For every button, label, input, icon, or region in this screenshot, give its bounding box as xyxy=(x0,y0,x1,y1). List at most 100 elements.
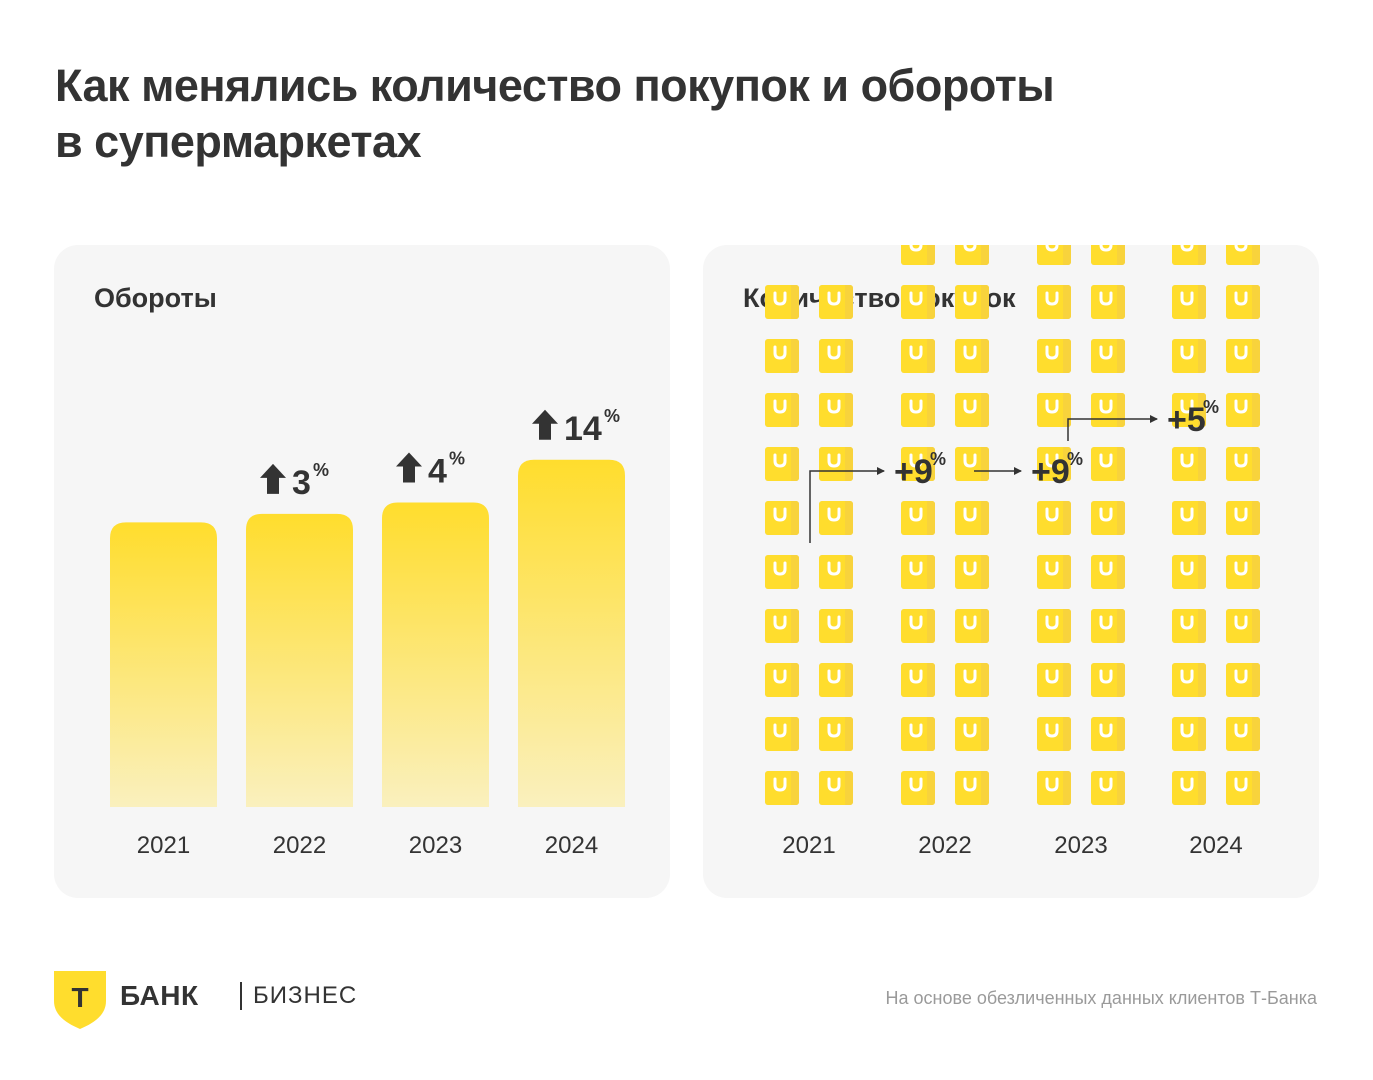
shopping-bag-icon xyxy=(1037,555,1071,589)
turnover-year-label-2024: 2024 xyxy=(545,832,598,859)
shopping-bag-icon xyxy=(901,393,935,427)
shopping-bag-icon xyxy=(1226,393,1260,427)
purchases-growth-label-1: +9% xyxy=(894,449,946,491)
turnover-year-label-2022: 2022 xyxy=(273,832,326,859)
shopping-bag-icon xyxy=(901,245,935,265)
shopping-bag-icon xyxy=(955,245,989,265)
shopping-bag-icon xyxy=(1226,339,1260,373)
turnover-growth-arrow-2023 xyxy=(396,452,422,483)
shopping-bag-icon xyxy=(955,555,989,589)
shopping-bag-icon xyxy=(765,771,799,805)
purchases-chart: 2021 2022 2023 2024+9% +9%+5% xyxy=(765,245,1260,859)
shopping-bag-icon xyxy=(1172,447,1206,481)
shopping-bag-icon xyxy=(819,663,853,697)
shopping-bag-icon xyxy=(1037,245,1071,265)
turnover-growth-arrow-2024 xyxy=(532,409,558,440)
shopping-bag-icon xyxy=(819,717,853,751)
purchases-growth-percent: % xyxy=(1203,397,1219,417)
shopping-bag-icon xyxy=(955,771,989,805)
growth-connector-arrow-icon xyxy=(809,467,885,543)
shopping-bag-icon xyxy=(901,609,935,643)
shopping-bag-icon xyxy=(1037,771,1071,805)
shopping-bag-icon xyxy=(955,609,989,643)
shopping-bag-icon xyxy=(1037,339,1071,373)
shopping-bag-icon xyxy=(1172,717,1206,751)
brand-separator xyxy=(240,982,242,1010)
turnover-bar-group-2021: 2021 xyxy=(110,522,217,859)
purchases-growth-label-2: +9% xyxy=(1031,449,1083,491)
turnover-growth-arrow-2022 xyxy=(260,463,286,494)
purchases-year-label-2022: 2022 xyxy=(918,832,971,859)
turnover-bar-2021 xyxy=(110,522,217,807)
turnover-growth-value-2024: 14 xyxy=(564,410,602,448)
shopping-bag-icon xyxy=(1037,663,1071,697)
shopping-bag-icon xyxy=(819,609,853,643)
shopping-bag-icon xyxy=(1091,339,1125,373)
purchases-growth-value: +9 xyxy=(894,453,933,491)
shopping-bag-icon xyxy=(955,285,989,319)
purchases-chart-card: Количество покупок 2021 2022 2023 2024 +9% +9… xyxy=(703,245,1319,898)
shopping-bag-icon xyxy=(955,501,989,535)
turnover-bar-2024 xyxy=(518,459,625,807)
shopping-bag-icon xyxy=(955,339,989,373)
shopping-bag-icon xyxy=(765,555,799,589)
shopping-bag-icon xyxy=(1172,501,1206,535)
purchases-growth-label-3: +5% xyxy=(1167,397,1219,439)
shopping-bag-icon xyxy=(819,393,853,427)
shopping-bag-icon xyxy=(1172,555,1206,589)
shopping-bag-icon xyxy=(1172,663,1206,697)
turnover-growth-percent-2023: % xyxy=(449,448,465,468)
shopping-bag-icon xyxy=(1226,663,1260,697)
purchases-year-label-2024: 2024 xyxy=(1189,832,1242,859)
turnover-year-label-2023: 2023 xyxy=(409,832,462,859)
shopping-bag-icon xyxy=(955,393,989,427)
shopping-bag-icon xyxy=(765,663,799,697)
turnover-bar-group-2023: 2023 4% xyxy=(382,448,489,859)
shopping-bag-icon xyxy=(1091,609,1125,643)
turnover-chart-title: Обороты xyxy=(94,283,217,313)
shopping-bag-icon xyxy=(901,339,935,373)
shopping-bag-icon xyxy=(1226,609,1260,643)
purchases-year-label-2021: 2021 xyxy=(782,832,835,859)
turnover-growth-percent-2022: % xyxy=(313,460,329,480)
shopping-bag-icon xyxy=(819,339,853,373)
brand-name: БАНК xyxy=(120,980,199,1011)
shopping-bag-icon xyxy=(1037,447,1071,481)
shopping-bag-icon xyxy=(1037,501,1071,535)
turnover-year-label-2021: 2021 xyxy=(137,832,190,859)
turnover-growth-value-2023: 4 xyxy=(428,452,447,490)
turnover-bar-2023 xyxy=(382,502,489,807)
turnover-growth-percent-2024: % xyxy=(604,406,620,426)
shopping-bag-icon xyxy=(1091,717,1125,751)
turnover-bar-group-2024: 2024 14% xyxy=(518,406,625,859)
shopping-bag-icon xyxy=(1172,285,1206,319)
shopping-bag-icon xyxy=(1037,393,1071,427)
shopping-bag-icon xyxy=(901,663,935,697)
shopping-bag-icon xyxy=(765,339,799,373)
shopping-bag-icon xyxy=(1226,245,1260,265)
shopping-bag-icon xyxy=(1172,609,1206,643)
shopping-bag-icon xyxy=(1091,285,1125,319)
purchases-column-2022: 2022 xyxy=(901,245,989,859)
shopping-bag-icon xyxy=(1091,393,1125,427)
shopping-bag-icon xyxy=(1091,663,1125,697)
shopping-bag-icon xyxy=(1172,393,1206,427)
shield-logo-icon: Т xyxy=(54,971,106,1029)
shopping-bag-icon xyxy=(1091,447,1125,481)
shopping-bag-icon xyxy=(901,771,935,805)
purchases-column-2024: 2024 xyxy=(1172,245,1260,859)
purchases-growth-percent: % xyxy=(930,449,946,469)
shopping-bag-icon xyxy=(819,771,853,805)
shopping-bag-icon xyxy=(901,285,935,319)
shopping-bag-icon xyxy=(1226,717,1260,751)
brand-logo[interactable]: Т БАНК БИЗНЕС xyxy=(54,968,394,1030)
shopping-bag-icon xyxy=(1091,555,1125,589)
turnover-chart: 2021 2022 3 % 2023 4 % 2024 14% xyxy=(110,406,625,859)
shopping-bag-icon xyxy=(1226,447,1260,481)
shopping-bag-icon xyxy=(955,717,989,751)
shopping-bag-icon xyxy=(901,717,935,751)
turnover-chart-card: Обороты 2021 2022 3% 2023 4% 2024 14% xyxy=(54,245,670,898)
growth-connector-arrow-icon xyxy=(1067,415,1158,441)
shopping-bag-icon xyxy=(1226,285,1260,319)
logo-letter: Т xyxy=(71,982,88,1013)
